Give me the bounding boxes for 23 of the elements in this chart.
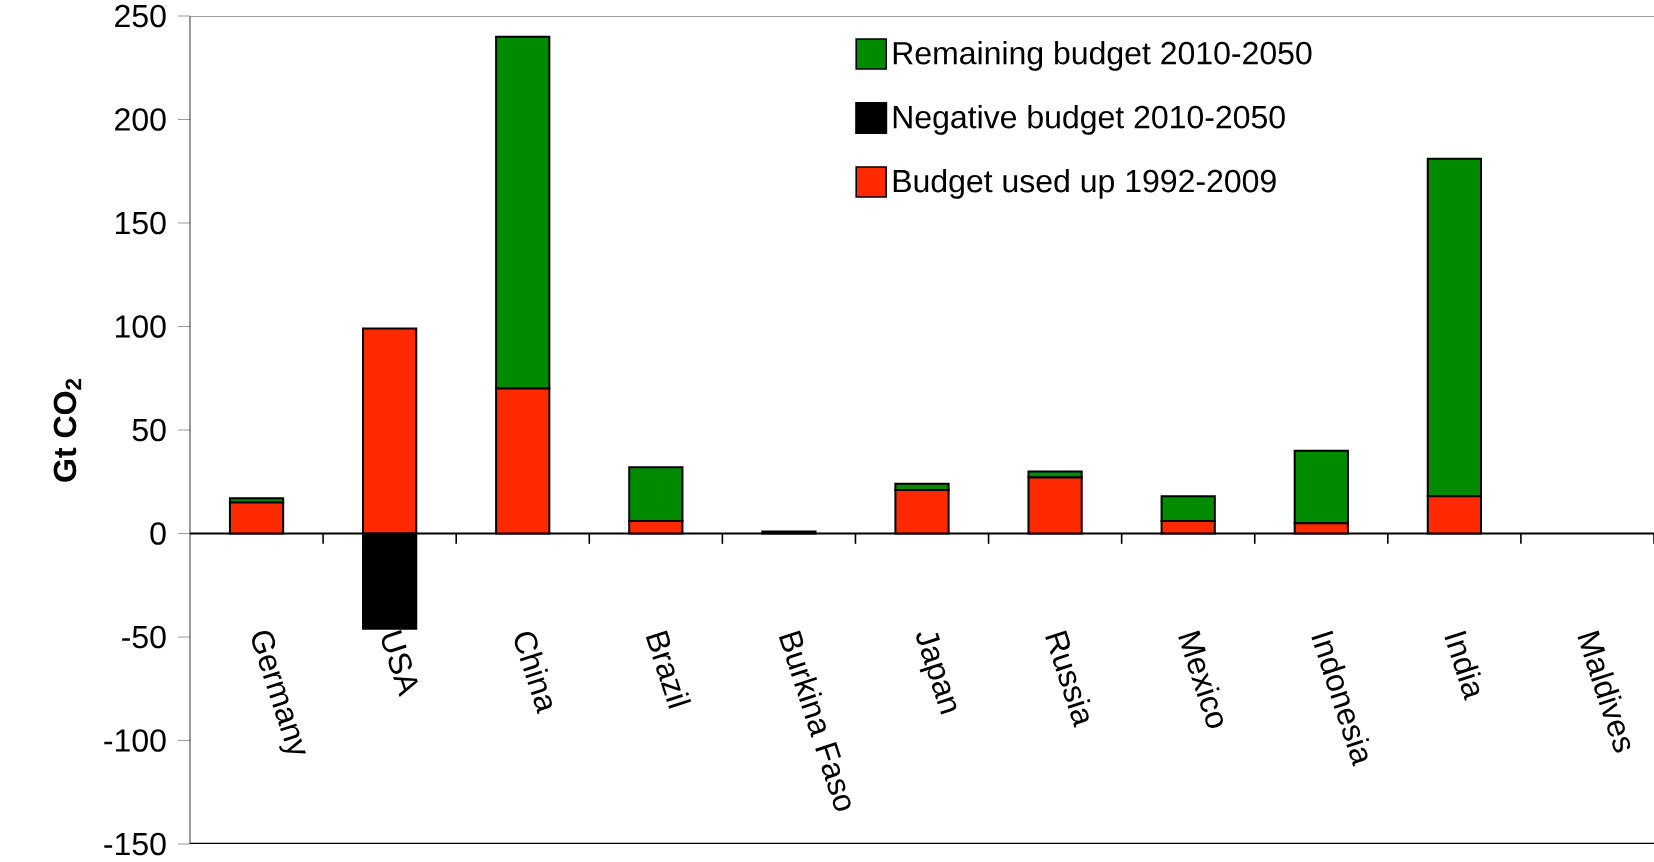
y-axis-title: Gt CO$_{2}$ [53, 378, 82, 482]
x-tick-label: China [514, 632, 552, 715]
y-tick-label: -100 [104, 729, 166, 752]
x-tick-label: Burkina Faso [778, 630, 851, 811]
y-tick-label: 0 [150, 522, 166, 545]
y-tick-label: -50 [122, 625, 166, 649]
y-tick-label: -150 [104, 832, 166, 856]
y-tick-label: 100 [116, 315, 166, 338]
y-tick-label: 50 [132, 418, 166, 442]
x-tick-label: India [1444, 630, 1481, 701]
y-tick-label: 250 [115, 4, 166, 28]
x-tick-label: Russia [1045, 630, 1091, 728]
x-tick-label: Maldives [1577, 630, 1631, 753]
x-tick-label: Brazil [645, 630, 692, 709]
x-tick-label: USA [381, 630, 418, 698]
x-tick-label: Mexico [1178, 630, 1223, 728]
y-tick-label: 150 [116, 211, 166, 235]
y-tick-label: 200 [115, 108, 166, 131]
x-tick-label: Japan [916, 632, 957, 715]
x-tick-label: Germany [252, 630, 306, 754]
legend-label: Remaining budget 2010-2050 [893, 40, 1312, 71]
legend-label: Negative budget 2010-2050 [893, 104, 1285, 135]
legend-label: Budget used up 1992-2009 [893, 168, 1276, 199]
